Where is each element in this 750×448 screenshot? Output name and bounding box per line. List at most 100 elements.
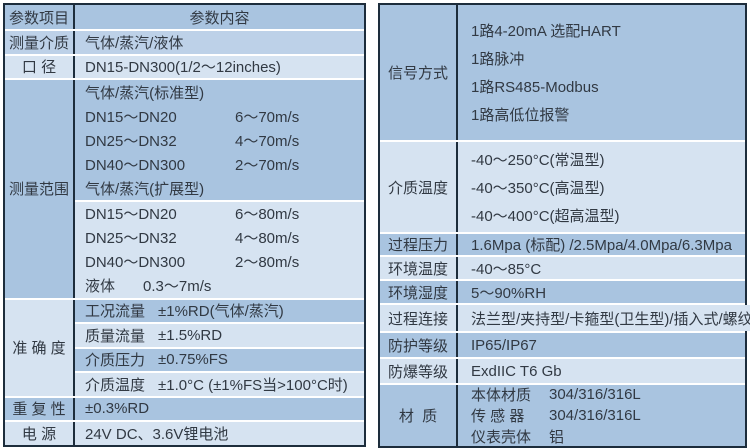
- material-content: 本体材质 304/316/316L 传 感 器 304/316/316L 仪表壳…: [458, 385, 745, 446]
- range-extended-block: DN15～DN20 6～80m/s DN25～DN32 4～80m/s DN40…: [75, 200, 364, 298]
- measuring-medium-label-cell: 测量介质: [5, 31, 75, 54]
- measuring-medium-label: 测量介质: [8, 34, 69, 52]
- signal-mode-label-cell: 信号方式: [380, 5, 458, 140]
- row-measuring-medium: 测量介质 气体/蒸汽/液体: [5, 29, 364, 54]
- range-standard-block: 气体/蒸汽(标准型) DN15～DN20 6～70m/s DN25～DN32 4…: [75, 80, 364, 200]
- range-row: DN40～DN300 2～80m/s: [85, 254, 300, 272]
- ambient-humidity-value-cell: 5～90%RH: [458, 281, 745, 303]
- process-connection-value: 法兰型/夹持型/卡箍型(卫生型)/插入式/螺纹型: [471, 310, 750, 328]
- row-signal-mode: 信号方式 1路4-20mA 选配HART 1路脉冲 1路RS485-Modbus…: [380, 5, 745, 140]
- range-row-liquid: 液体 0.3～7m/s: [85, 278, 212, 296]
- row-ambient-humidity: 环境湿度 5～90%RH: [380, 279, 745, 303]
- diameter-value-cell: DN15-DN300(1/2～12inches): [75, 55, 364, 78]
- ambient-temperature-label-cell: 环境温度: [380, 257, 458, 279]
- medium-temperature-content: -40～250°C(常温型) -40～350°C(高温型) -40～400°C(…: [458, 142, 745, 232]
- repeatability-value-cell: ±0.3%RD: [75, 397, 364, 420]
- ambient-humidity-label: 环境湿度: [387, 284, 448, 302]
- left-header-param-label: 参数项目: [8, 9, 69, 27]
- diameter-label-cell: 口 径: [5, 55, 75, 78]
- signal-mode-content: 1路4-20mA 选配HART 1路脉冲 1路RS485-Modbus 1路高低…: [458, 5, 745, 140]
- protection-rating-value: IP65/IP67: [471, 336, 537, 354]
- row-process-pressure: 过程压力 1.6Mpa (标配) /2.5Mpa/4.0Mpa/6.3Mpa: [380, 232, 745, 255]
- left-header-content-cell: 参数内容: [75, 5, 364, 29]
- row-measuring-range: 测量范围 气体/蒸汽(标准型) DN15～DN20 6～70m/s DN25～D…: [5, 78, 364, 298]
- signal-mode-label: 信号方式: [387, 65, 448, 82]
- material-label: 材 质: [398, 408, 438, 425]
- row-power: 电 源 24V DC、3.6V锂电池: [5, 420, 364, 445]
- range-row: DN15～DN20 6～80m/s: [85, 206, 300, 224]
- accuracy-label-cell: 准 确 度: [5, 299, 75, 396]
- row-protection-rating: 防护等级 IP65/IP67: [380, 331, 745, 357]
- range-row: DN40～DN300 2～70m/s: [85, 156, 300, 174]
- range-row: DN25～DN32 4～80m/s: [85, 230, 300, 248]
- power-label: 电 源: [21, 426, 57, 443]
- ambient-temperature-value: -40～85°C: [471, 260, 542, 278]
- accuracy-label: 准 确 度: [12, 340, 66, 357]
- row-repeatability: 重 复 性 ±0.3%RD: [5, 395, 364, 420]
- left-header-row: 参数项目 参数内容: [5, 5, 364, 29]
- process-pressure-label-cell: 过程压力: [380, 234, 458, 255]
- material-row: 传 感 器 304/316/316L: [471, 407, 641, 425]
- row-ambient-temperature: 环境温度 -40～85°C: [380, 255, 745, 279]
- signal-line: 1路RS485-Modbus: [471, 79, 599, 96]
- explosion-proof-value-cell: ExdIIC T6 Gb: [458, 359, 745, 383]
- left-header-content-label: 参数内容: [189, 9, 250, 27]
- range-extended-title: 气体/蒸汽(扩展型): [85, 180, 205, 198]
- material-row: 本体材质 304/316/316L: [471, 386, 641, 404]
- measuring-medium-value: 气体/蒸汽/液体: [85, 34, 184, 52]
- material-label-cell: 材 质: [380, 385, 458, 446]
- accuracy-content: 工况流量 ±1%RD(气体/蒸汽) 质量流量 ±1.5%RD 介质压力 ±0.7…: [75, 299, 364, 396]
- row-process-connection: 过程连接 法兰型/夹持型/卡箍型(卫生型)/插入式/螺纹型: [380, 303, 750, 331]
- ambient-temperature-label: 环境温度: [387, 260, 448, 278]
- row-diameter: 口 径 DN15-DN300(1/2～12inches): [5, 53, 364, 78]
- medium-temp-line: -40～250°C(常温型): [471, 151, 605, 169]
- process-connection-value-cell: 法兰型/夹持型/卡箍型(卫生型)/插入式/螺纹型: [458, 305, 750, 331]
- material-row: 仪表壳体 铝: [471, 429, 565, 446]
- signal-line: 1路4-20mA 选配HART: [471, 23, 621, 40]
- row-accuracy: 准 确 度 工况流量 ±1%RD(气体/蒸汽) 质量流量 ±1.5%RD 介质压…: [5, 297, 364, 396]
- measuring-range-label-cell: 测量范围: [5, 80, 75, 298]
- spec-table-left: 参数项目 参数内容 测量介质 气体/蒸汽/液体 口 径 DN15-DN300(1…: [3, 3, 366, 447]
- ambient-temperature-value-cell: -40～85°C: [458, 257, 745, 279]
- accuracy-row: 介质压力 ±0.75%FS: [75, 346, 364, 371]
- row-material: 材 质 本体材质 304/316/316L 传 感 器 304/316/316L…: [380, 383, 745, 446]
- power-value: 24V DC、3.6V锂电池: [85, 426, 229, 443]
- range-row: DN15～DN20 6～70m/s: [85, 108, 300, 126]
- measuring-range-label: 测量范围: [8, 181, 69, 199]
- process-connection-label: 过程连接: [387, 310, 448, 328]
- measuring-range-content: 气体/蒸汽(标准型) DN15～DN20 6～70m/s DN25～DN32 4…: [75, 80, 364, 298]
- repeatability-label: 重 复 性: [12, 401, 66, 419]
- signal-line: 1路脉冲: [471, 51, 525, 68]
- signal-line: 1路高低位报警: [471, 107, 570, 124]
- power-value-cell: 24V DC、3.6V锂电池: [75, 422, 364, 445]
- diameter-value: DN15-DN300(1/2～12inches): [85, 59, 281, 77]
- accuracy-row: 质量流量 ±1.5%RD: [75, 322, 364, 347]
- explosion-proof-label: 防爆等级: [387, 363, 448, 381]
- ambient-humidity-value: 5～90%RH: [471, 284, 547, 302]
- left-header-param-cell: 参数项目: [5, 5, 75, 29]
- spec-table-right: 信号方式 1路4-20mA 选配HART 1路脉冲 1路RS485-Modbus…: [378, 3, 750, 448]
- explosion-proof-value: ExdIIC T6 Gb: [471, 362, 562, 380]
- medium-temp-line: -40～400°C(超高温型): [471, 207, 620, 225]
- repeatability-value: ±0.3%RD: [85, 400, 150, 418]
- range-row: DN25～DN32 4～70m/s: [85, 132, 300, 150]
- medium-temperature-label: 介质温度: [387, 179, 448, 197]
- explosion-proof-label-cell: 防爆等级: [380, 359, 458, 383]
- range-standard-title: 气体/蒸汽(标准型): [85, 84, 205, 102]
- accuracy-row: 介质温度 ±1.0°C (±1%FS当>100°C时): [75, 371, 364, 396]
- medium-temp-line: -40～350°C(高温型): [471, 179, 605, 197]
- protection-rating-label: 防护等级: [387, 337, 448, 355]
- process-pressure-label: 过程压力: [387, 237, 448, 254]
- diameter-label: 口 径: [21, 59, 57, 77]
- row-medium-temperature: 介质温度 -40～250°C(常温型) -40～350°C(高温型) -40～4…: [380, 140, 745, 232]
- accuracy-row: 工况流量 ±1%RD(气体/蒸汽): [75, 299, 364, 322]
- process-connection-label-cell: 过程连接: [380, 305, 458, 331]
- process-pressure-value: 1.6Mpa (标配) /2.5Mpa/4.0Mpa/6.3Mpa: [471, 237, 732, 254]
- process-pressure-value-cell: 1.6Mpa (标配) /2.5Mpa/4.0Mpa/6.3Mpa: [458, 234, 745, 255]
- protection-rating-value-cell: IP65/IP67: [458, 333, 745, 357]
- row-explosion-proof-rating: 防爆等级 ExdIIC T6 Gb: [380, 357, 745, 383]
- power-label-cell: 电 源: [5, 422, 75, 445]
- protection-rating-label-cell: 防护等级: [380, 333, 458, 357]
- measuring-medium-value-cell: 气体/蒸汽/液体: [75, 31, 364, 54]
- repeatability-label-cell: 重 复 性: [5, 397, 75, 420]
